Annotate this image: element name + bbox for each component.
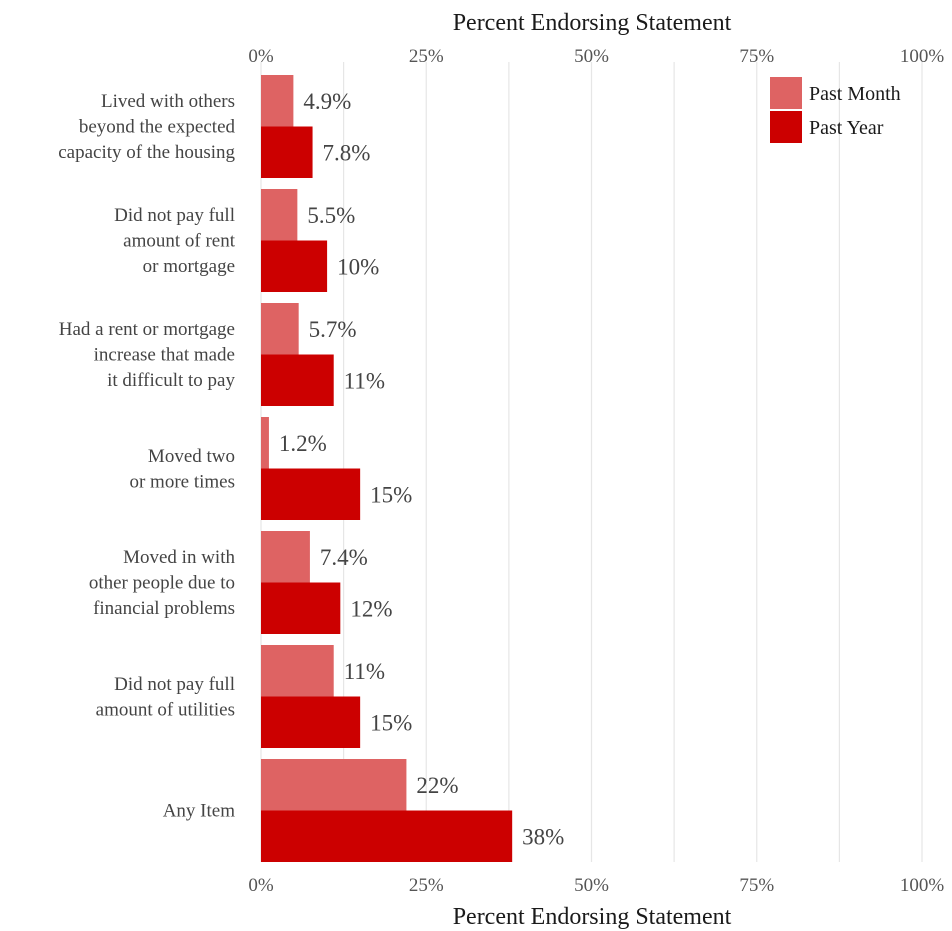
bar-past-month	[261, 531, 310, 583]
bar-value-label: 1.2%	[279, 431, 327, 456]
bar-value-label: 38%	[522, 824, 564, 849]
bar-value-label: 15%	[370, 482, 412, 507]
tick-labels: 0% 0% 25% 25% 50% 50% 75% 75% 100% 100%	[248, 46, 944, 896]
bar-past-month	[261, 75, 294, 127]
category-label: or more times	[129, 471, 235, 492]
bar-past-month	[261, 303, 299, 355]
tick-label-bottom: 50%	[574, 875, 609, 896]
bar-value-label: 10%	[337, 254, 379, 279]
bar-past-month	[261, 645, 334, 697]
bar-past-year	[261, 240, 328, 292]
legend: Past Month Past Year	[770, 77, 901, 143]
bars	[261, 75, 513, 862]
tick-label-top: 50%	[574, 46, 609, 67]
category-label: Moved two	[148, 446, 235, 467]
category-label: or mortgage	[143, 256, 235, 277]
category-label: Had a rent or mortgage	[59, 319, 235, 340]
x-axis-title-bottom: Percent Endorsing Statement	[453, 904, 732, 930]
bar-past-year	[261, 354, 334, 406]
category-label: financial problems	[93, 598, 235, 619]
bar-value-label: 7.8%	[323, 140, 371, 165]
bar-value-label: 11%	[344, 368, 385, 393]
bar-value-label: 15%	[370, 710, 412, 735]
bar-value-label: 5.5%	[307, 203, 355, 228]
category-label: Moved in with	[123, 547, 235, 568]
value-labels: 4.9% 7.8% 5.5% 10% 5.7% 11% 1.2% 15% 7.4% 12% 11% 1…	[279, 89, 564, 850]
category-label: amount of utilities	[96, 699, 235, 720]
gridlines	[260, 62, 923, 862]
category-label: it difficult to pay	[107, 370, 235, 391]
tick-label-top: 25%	[409, 46, 444, 67]
legend-label-past-month: Past Month	[809, 83, 901, 105]
category-label: increase that made	[94, 345, 235, 366]
tick-label-top: 100%	[900, 46, 945, 67]
bar-value-label: 11%	[344, 659, 385, 684]
bar-past-year	[261, 582, 341, 634]
bar-past-year	[261, 810, 513, 862]
category-labels: Lived with others beyond the expected capa…	[58, 91, 235, 822]
bar-past-month	[261, 759, 407, 811]
tick-label-bottom: 75%	[739, 875, 774, 896]
tick-label-top: 75%	[739, 46, 774, 67]
bar-past-month	[261, 189, 298, 241]
category-label: Did not pay full	[114, 674, 235, 695]
tick-label-bottom: 25%	[409, 875, 444, 896]
category-label: amount of rent	[123, 231, 236, 252]
bar-value-label: 22%	[416, 773, 458, 798]
bar-past-month	[261, 417, 269, 469]
bar-past-year	[261, 126, 313, 178]
legend-label-past-year: Past Year	[809, 117, 884, 139]
category-label: Did not pay full	[114, 205, 235, 226]
tick-label-top: 0%	[248, 46, 274, 67]
legend-swatch-past-year	[770, 111, 802, 143]
x-axis-title-top: Percent Endorsing Statement	[453, 10, 732, 36]
category-label: beyond the expected	[79, 117, 236, 138]
bar-value-label: 12%	[350, 596, 392, 621]
category-label: capacity of the housing	[58, 142, 235, 163]
tick-label-bottom: 100%	[900, 875, 945, 896]
bar-past-year	[261, 696, 361, 748]
category-label: Lived with others	[101, 91, 235, 112]
bar-value-label: 7.4%	[320, 545, 368, 570]
tick-label-bottom: 0%	[248, 875, 274, 896]
legend-swatch-past-month	[770, 77, 802, 109]
bar-past-year	[261, 468, 361, 520]
bar-value-label: 4.9%	[303, 89, 351, 114]
category-label: Any Item	[163, 801, 236, 822]
category-label: other people due to	[89, 573, 235, 594]
bar-value-label: 5.7%	[309, 317, 357, 342]
